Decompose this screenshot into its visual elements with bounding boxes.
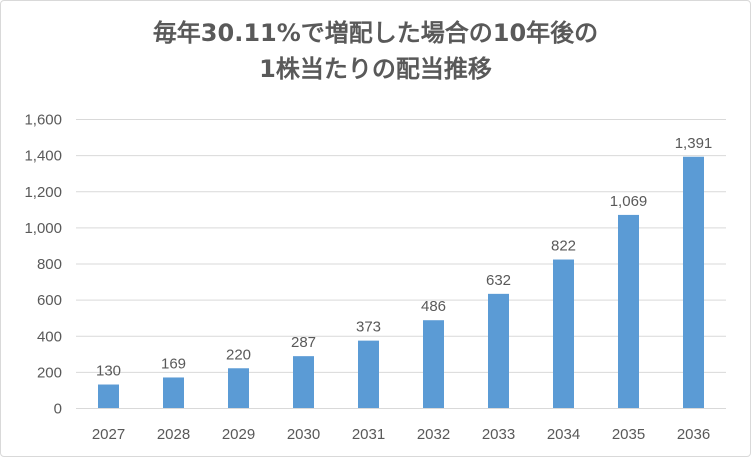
y-tick-label: 1,400 [24, 148, 62, 165]
bar [423, 320, 444, 408]
bar [293, 356, 314, 408]
data-label: 169 [161, 355, 186, 372]
x-tick-label: 2035 [612, 426, 645, 443]
data-label: 822 [551, 238, 576, 255]
bar [358, 340, 379, 408]
bar [228, 368, 249, 408]
bar [98, 384, 119, 408]
chart-title-line-2: 1株当たりの配当推移 [259, 55, 492, 83]
chart-title-line-1: 毎年30.11%で増配した場合の10年後の [152, 19, 599, 47]
bar [618, 214, 639, 408]
x-tick-label: 2031 [352, 426, 385, 443]
y-tick-label: 1,600 [24, 112, 62, 129]
x-tick-label: 2028 [157, 426, 190, 443]
x-tick-label: 2033 [482, 426, 515, 443]
data-label: 1,391 [675, 135, 713, 152]
data-label: 632 [486, 272, 511, 289]
x-tick-label: 2032 [417, 426, 450, 443]
x-tick-label: 2034 [547, 426, 580, 443]
y-tick-label: 800 [37, 256, 62, 273]
y-tick-label: 400 [37, 328, 62, 345]
y-tick-label: 1,200 [24, 184, 62, 201]
chart-title: 毎年30.11%で増配した場合の10年後の 1株当たりの配当推移 [1, 15, 750, 87]
y-tick-label: 200 [37, 364, 62, 381]
y-tick-label: 1,000 [24, 220, 62, 237]
data-label: 486 [421, 298, 446, 315]
x-tick-label: 2036 [677, 426, 710, 443]
x-tick-label: 2030 [287, 426, 320, 443]
data-label: 1,069 [610, 193, 648, 210]
data-label: 220 [226, 346, 251, 363]
bar [553, 259, 574, 408]
x-tick-label: 2029 [222, 426, 255, 443]
bar [683, 156, 704, 408]
bar [163, 377, 184, 408]
y-tick-label: 600 [37, 292, 62, 309]
y-tick-label: 0 [54, 401, 62, 418]
x-tick-label: 2027 [92, 426, 125, 443]
data-label: 130 [96, 363, 121, 380]
data-label: 287 [291, 334, 316, 351]
bar [488, 293, 509, 408]
data-label: 373 [356, 319, 381, 336]
